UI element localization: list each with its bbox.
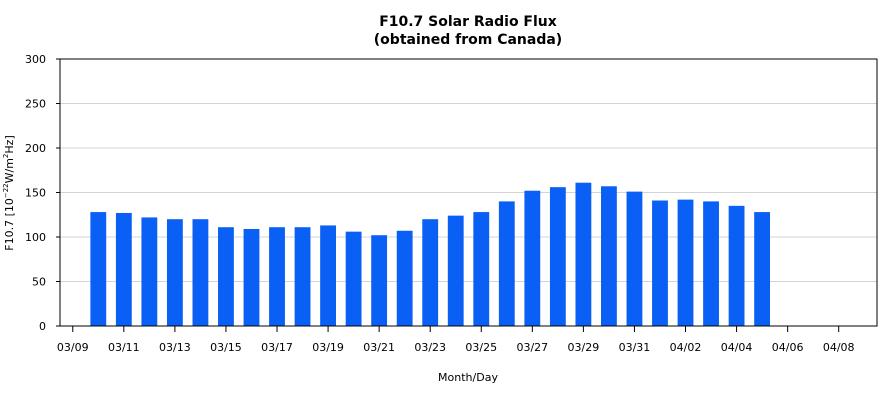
bar-03-24 [447,215,464,326]
y-tick-label: 250 [25,98,46,111]
x-tick-label: 04/04 [721,341,753,354]
x-tick-label: 04/06 [772,341,804,354]
y-axis-label: F10.7 [10−22W/m2Hz] [2,135,16,251]
chart-subtitle: (obtained from Canada) [374,32,562,48]
x-tick-label: 03/19 [312,341,344,354]
x-tick-label: 03/13 [159,341,191,354]
x-axis-ticks: 03/09 03/11 03/13 03/15 03/17 03/19 03/21 03/23… [57,326,855,354]
bar-03-11 [115,212,132,326]
x-tick-label: 03/31 [619,341,651,354]
bar-03-22 [396,230,413,326]
bar-04-03 [703,201,719,326]
bar-04-02 [677,199,694,326]
x-axis-label: Month/Day [438,371,498,384]
y-tick-label: 150 [25,187,46,200]
chart-title: F10.7 Solar Radio Flux [379,14,557,30]
bar-03-25 [473,212,490,326]
x-tick-label: 04/08 [823,341,855,354]
bar-03-29 [575,182,592,326]
bar-03-17 [269,227,285,326]
x-tick-label: 03/09 [57,341,89,354]
bar-03-30 [601,186,617,326]
y-axis-ticks: 0 50 100 150 200 250 300 [25,53,60,333]
y-tick-label: 50 [32,276,46,289]
bar-03-21 [371,235,388,326]
x-tick-label: 03/11 [108,341,140,354]
bar-03-10 [90,212,107,326]
x-tick-label: 03/23 [414,341,446,354]
bar-04-05 [754,212,771,326]
x-tick-label: 03/29 [568,341,600,354]
y-tick-label: 0 [39,320,46,333]
bar-03-23 [422,219,439,326]
bar-03-14 [192,219,209,326]
x-tick-label: 03/21 [363,341,395,354]
bar-03-18 [294,227,311,326]
x-tick-label: 03/25 [465,341,497,354]
x-tick-label: 03/27 [516,341,548,354]
x-tick-label: 03/15 [210,341,242,354]
bars-group [90,182,771,326]
bar-03-27 [524,190,541,326]
bar-03-16 [243,228,260,326]
y-tick-label: 300 [25,53,46,66]
bar-03-31 [626,191,643,326]
bar-03-26 [498,201,515,326]
bar-03-28 [549,187,566,326]
bar-03-12 [141,217,158,326]
bar-04-04 [728,205,745,326]
bar-04-01 [652,200,668,326]
x-tick-label: 04/02 [670,341,702,354]
bar-03-20 [345,231,362,326]
x-tick-label: 03/17 [261,341,293,354]
y-tick-label: 200 [25,142,46,155]
bar-03-19 [320,225,336,326]
bar-03-15 [218,227,234,326]
y-tick-label: 100 [25,231,46,244]
bar-03-13 [166,219,183,326]
